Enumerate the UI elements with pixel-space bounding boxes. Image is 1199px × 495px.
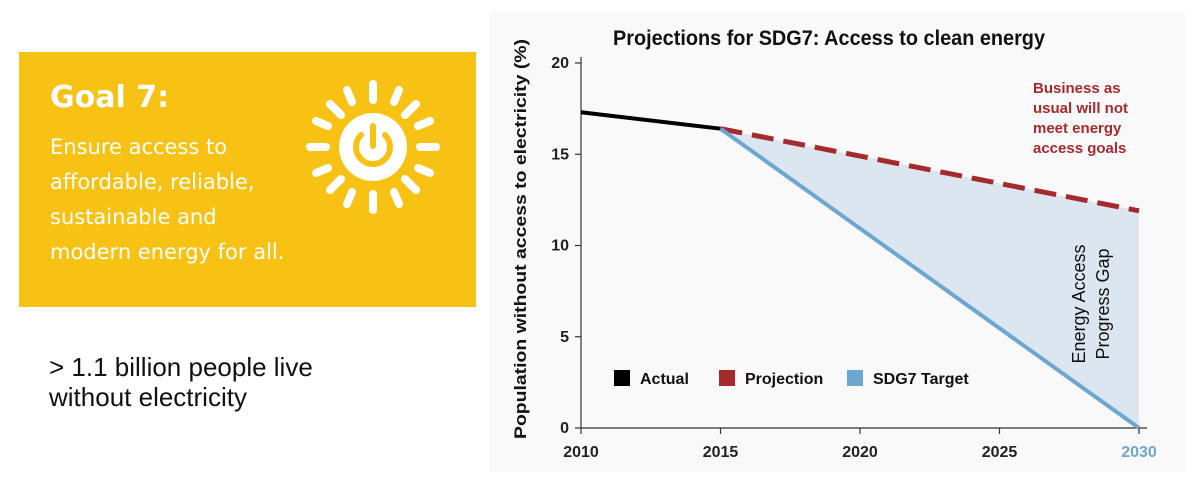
y-tick-label: 5 [560,329,569,346]
goal-card: Goal 7: Ensure access to affordable, rel… [19,52,476,307]
chart-panel: Projections for SDG7: Access to clean en… [489,12,1185,472]
legend-swatch [719,370,735,386]
goal-line: affordable, reliable, [50,170,255,194]
series-line-projection [720,126,1140,214]
annotation-line: meet energy [1033,120,1122,137]
sdg7-projection-chart: Projections for SDG7: Access to clean en… [511,27,1157,461]
electricity-fact: > 1.1 billion people live without electr… [49,352,379,412]
goal-line: modern energy for all. [50,240,285,264]
y-tick-label: 0 [560,420,569,437]
legend-label: Actual [640,371,689,388]
legend-label: SDG7 Target [873,371,969,388]
series-line-sdg7-target [719,127,1141,430]
series-line-actual [580,110,721,131]
gap-label-line: Energy Access [1069,244,1089,363]
legend: Actual Projection SDG7 Target [614,370,969,388]
sun-power-icon [306,80,440,214]
goal-line: sustainable and [50,205,217,229]
annotation-line: usual will not [1033,100,1128,117]
x-tick-label: 2015 [703,444,739,461]
x-tick-label: 2010 [563,444,599,461]
chart-title: Projections for SDG7: Access to clean en… [613,27,1045,50]
y-tick-label: 20 [551,55,569,72]
business-as-usual-annotation: Business as usual will not meet energy a… [1033,80,1128,157]
fact-line: > 1.1 billion people live [49,352,313,382]
x-tick-label: 2030 [1121,444,1157,461]
plot-area: 0 5 10 15 20 2010 2015 2020 2025 2030 [551,55,1157,461]
x-tick-label: 2025 [982,444,1018,461]
legend-label: Projection [745,371,823,388]
annotation-line: Business as [1033,80,1121,97]
x-tick-label: 2020 [842,444,878,461]
fact-line: without electricity [49,382,247,412]
y-tick-label: 10 [551,238,569,255]
y-tick-label: 15 [551,146,569,163]
gap-label-line: Progress Gap [1093,248,1113,359]
goal-line: Ensure access to [50,135,228,159]
progress-gap-label: Energy Access Progress Gap [1069,244,1113,363]
goal-title: Goal 7: [50,80,170,115]
goal-description: Ensure access to affordable, reliable, s… [50,130,350,270]
annotation-line: access goals [1033,140,1126,157]
legend-swatch [614,370,630,386]
y-axis-label: Population without access to electricity… [511,39,530,439]
legend-swatch [847,370,863,386]
